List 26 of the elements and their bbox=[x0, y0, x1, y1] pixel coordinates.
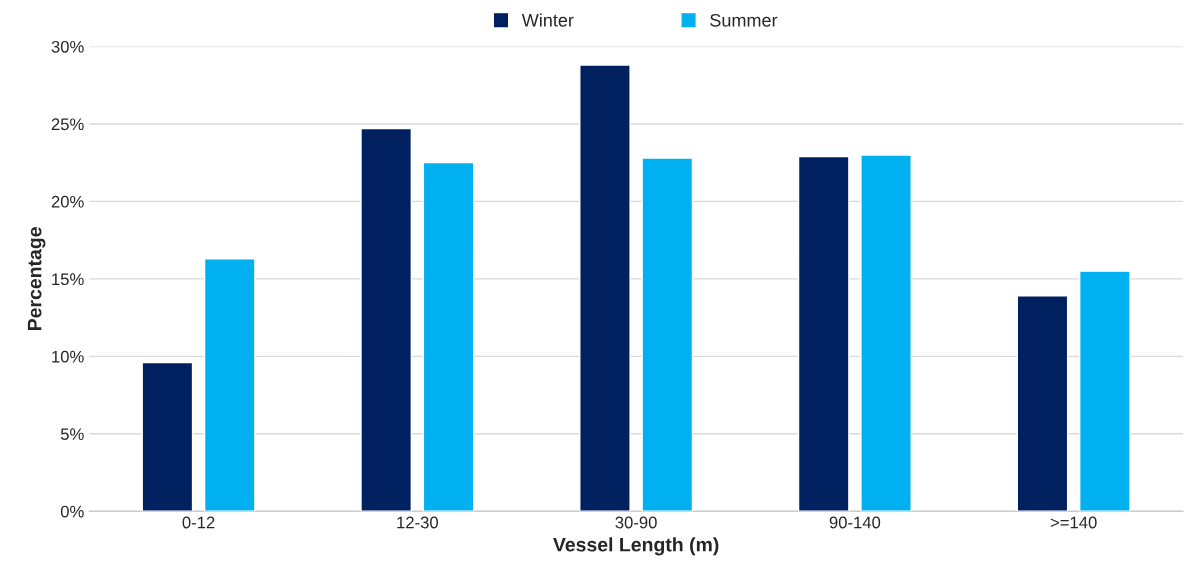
y-tick-label: 0% bbox=[60, 505, 84, 518]
bar bbox=[641, 157, 694, 512]
x-tick-label: >=140 bbox=[1050, 516, 1097, 529]
x-tick-label: 30-90 bbox=[615, 516, 657, 529]
y-tick-label: 25% bbox=[51, 118, 84, 131]
bar bbox=[579, 64, 631, 512]
x-tick-label: 12-30 bbox=[397, 516, 438, 529]
y-tick-label: 10% bbox=[52, 350, 84, 363]
y-tick-label: 30% bbox=[51, 40, 84, 53]
bar bbox=[1016, 295, 1069, 512]
x-tick-label: 90-140 bbox=[829, 516, 881, 529]
bar bbox=[1078, 270, 1131, 512]
x-axis-title: Vessel Length (m) bbox=[553, 537, 719, 556]
bar bbox=[422, 161, 475, 512]
y-axis-title: Percentage bbox=[27, 227, 46, 330]
bar bbox=[797, 155, 850, 512]
y-tick-label: 15% bbox=[52, 273, 84, 286]
legend-label: Winter bbox=[521, 13, 574, 27]
bar bbox=[203, 258, 256, 512]
bar bbox=[860, 154, 912, 512]
y-tick-label: 20% bbox=[51, 195, 84, 208]
bar bbox=[360, 127, 413, 512]
bar bbox=[141, 361, 194, 512]
x-tick-label: 0-12 bbox=[182, 516, 215, 529]
y-tick-label: 5% bbox=[60, 428, 84, 441]
legend-label: Summer bbox=[710, 13, 778, 27]
